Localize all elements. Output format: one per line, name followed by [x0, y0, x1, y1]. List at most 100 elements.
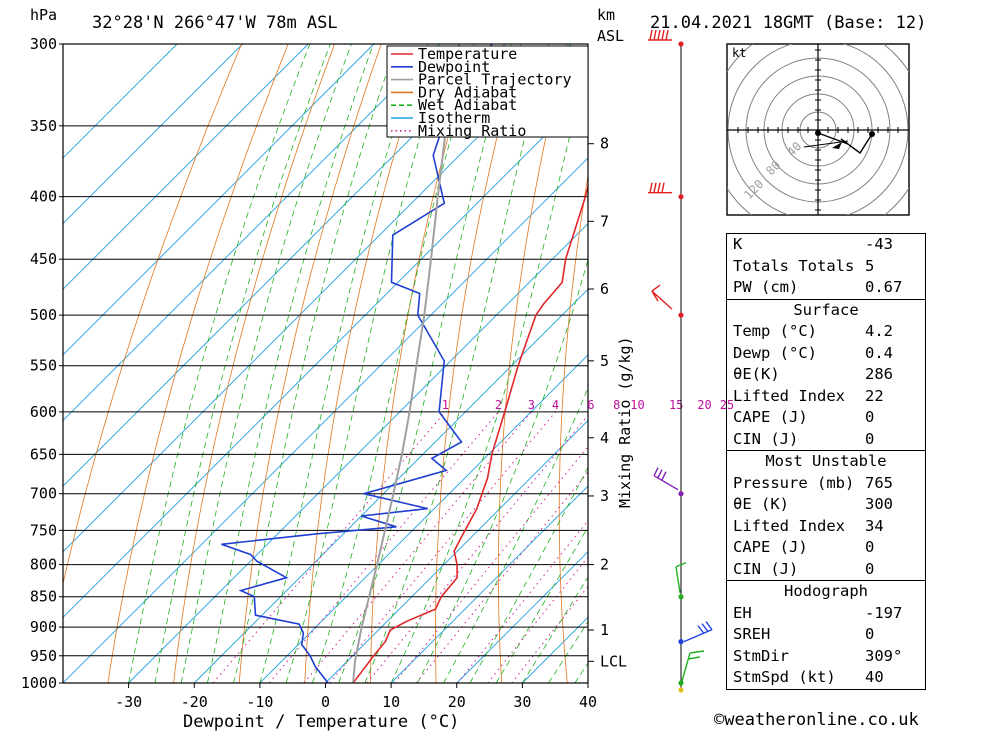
index-value: 0: [865, 559, 875, 578]
profile-lines: [221, 44, 588, 683]
wind-level-dot: [678, 680, 684, 686]
index-row: Lifted Index 34: [727, 516, 925, 538]
pressure-tick-label: 300: [30, 35, 57, 53]
index-value: 22: [865, 386, 884, 405]
dry-adiabat-line: [107, 44, 289, 683]
index-label: Lifted Index: [733, 386, 845, 405]
index-row: EH -197: [727, 603, 925, 625]
axes: 3003504004505005506006507007508008509009…: [21, 35, 627, 711]
wind-level-dot: [678, 41, 684, 47]
barb-flag: [657, 29, 661, 41]
mixing-ratio-label: 4: [552, 398, 559, 412]
pressure-tick-label: 900: [30, 618, 57, 636]
barb-flag: [653, 29, 657, 41]
isotherm-line: [63, 44, 375, 356]
index-label: CIN (J): [733, 429, 799, 448]
legend-label: Isotherm: [418, 109, 490, 127]
index-row: StmDir 309°: [727, 646, 925, 668]
mixing-ratio-line: [366, 414, 588, 683]
dewpoint-profile: [221, 44, 493, 683]
temp-tick-label: 0: [321, 693, 330, 711]
pressure-tick-label: 950: [30, 647, 57, 665]
index-row: CAPE (J) 0: [727, 407, 925, 429]
index-value: 4.2: [865, 322, 893, 340]
index-row: Pressure (mb) 765: [727, 473, 925, 495]
wet-adiabat-line: [259, 44, 422, 683]
index-row: CAPE (J) 0: [727, 537, 925, 559]
index-label: Totals Totals: [733, 256, 855, 275]
general-indices-box: K -43 Totals Totals 5 PW (cm) 0.67: [726, 233, 926, 300]
wind-barb: [648, 182, 672, 194]
index-label: Pressure (mb): [733, 473, 855, 492]
isotherm-line: [193, 288, 588, 683]
plot-frame: [62, 43, 589, 684]
pressure-tick-label: 550: [30, 357, 57, 375]
legend-box: [386, 45, 589, 138]
isotherm-line: [128, 222, 588, 683]
pressure-tick-label: 350: [30, 117, 57, 135]
km-tick-label: 2: [600, 556, 609, 574]
index-label: θE (K): [733, 495, 789, 513]
isotherm-line: [63, 157, 588, 683]
barb-flag: [661, 182, 665, 193]
legend-label: Temperature: [418, 45, 517, 63]
isotherm-line: [63, 44, 309, 290]
temp-tick-label: -10: [246, 693, 273, 711]
index-value: 0: [865, 538, 875, 556]
wind-level-dot: [678, 594, 684, 600]
legend-label: Dewpoint: [418, 58, 490, 76]
x-axis-label: Dewpoint / Temperature (°C): [183, 712, 459, 732]
hodograph-trace: [817, 132, 873, 155]
temp-tick-label: 10: [382, 693, 400, 711]
pressure-tick-label: 700: [30, 485, 57, 503]
pressure-tick-label: 1000: [21, 674, 57, 692]
index-row: CIN (J) 0: [727, 429, 925, 451]
index-label: SREH: [733, 625, 771, 643]
pressure-tick-label: 750: [30, 521, 57, 539]
wet-adiabat-line: [443, 387, 588, 683]
barb-flag: [649, 29, 653, 41]
wet-adiabat-line: [128, 44, 311, 683]
mixing-ratio-label: 20: [697, 398, 711, 412]
isotherm-line: [63, 44, 440, 422]
wind-barb: [653, 467, 679, 491]
index-value: 286: [865, 365, 893, 383]
barb-flag: [657, 182, 661, 193]
barb-flag: [649, 182, 653, 193]
wind-barb: [648, 29, 672, 41]
km-tick-label: 5: [600, 352, 609, 370]
wet-adiabat-line: [154, 44, 331, 683]
temp-tick-label: -30: [115, 693, 142, 711]
legend-label: Wet Adiabat: [418, 96, 517, 114]
pressure-tick-label: 450: [30, 250, 57, 268]
index-label: CAPE (J): [733, 408, 808, 426]
index-value: 0: [865, 408, 875, 426]
km-tick-label: 1: [600, 621, 609, 639]
hodograph-end: [869, 131, 875, 137]
dry-adiabat-line: [63, 44, 242, 586]
wet-adiabat-line: [338, 44, 512, 683]
storm-motion-line: [803, 140, 849, 148]
km-unit: km: [597, 6, 615, 24]
wind-level-dot: [678, 194, 684, 200]
isotherm-line: [259, 354, 588, 683]
index-label: StmSpd (kt): [733, 668, 836, 686]
index-label: CAPE (J): [733, 538, 808, 556]
index-label: Temp (°C): [733, 322, 817, 340]
index-row: K -43: [727, 234, 925, 256]
km-tick-label: 4: [600, 429, 609, 447]
legend-label: Parcel Trajectory: [418, 71, 572, 89]
mixing-ratio-label: 2: [495, 398, 502, 412]
isotherm-line: [456, 551, 588, 683]
index-value: 40: [865, 668, 884, 686]
mixing-ratio-label: 15: [669, 398, 683, 412]
index-label: EH: [733, 603, 752, 622]
wind-barb: [675, 562, 687, 593]
index-label: StmDir: [733, 646, 789, 665]
barb-flag: [665, 29, 669, 41]
wind-barb: [651, 284, 673, 310]
mixing-ratio-line: [487, 556, 588, 683]
index-row: PW (cm) 0.67: [727, 277, 925, 299]
storm-motion-marker: [832, 142, 842, 149]
km-tick-label: LCL: [600, 652, 627, 670]
